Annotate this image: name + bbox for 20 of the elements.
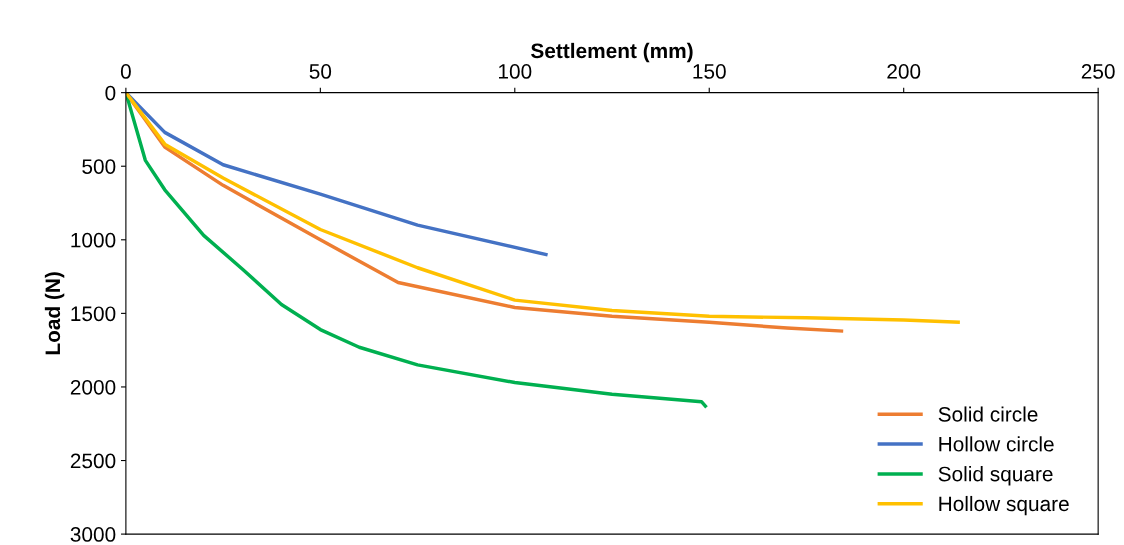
x-tick-label: 50 (309, 64, 332, 79)
y-tick-label: 0 (105, 85, 116, 101)
y-tick-label: 1500 (71, 306, 116, 322)
x-tick-label: 250 (1081, 64, 1115, 79)
legend-label: Solid square (938, 466, 1053, 486)
x-axis-title: Settlement (mm) (531, 42, 693, 63)
x-tick-label: 0 (120, 64, 131, 79)
line-series (125, 92, 960, 324)
y-axis-title: Load (N) (44, 272, 65, 355)
legend-label: Hollow circle (939, 436, 1054, 452)
y-tick-label: 2000 (70, 379, 116, 395)
legend-label: Solid circle (938, 406, 1038, 422)
legend-label: Hollow square (939, 495, 1069, 516)
x-tick-label: 200 (887, 64, 921, 79)
x-tick-label: 100 (499, 64, 532, 79)
y-tick-label: 3000 (70, 527, 116, 542)
y-tick-label: 2500 (70, 453, 116, 469)
x-tick-label: 150 (693, 64, 726, 79)
y-tick-label: 1000 (71, 232, 116, 248)
y-tick-label: 500 (82, 159, 116, 174)
